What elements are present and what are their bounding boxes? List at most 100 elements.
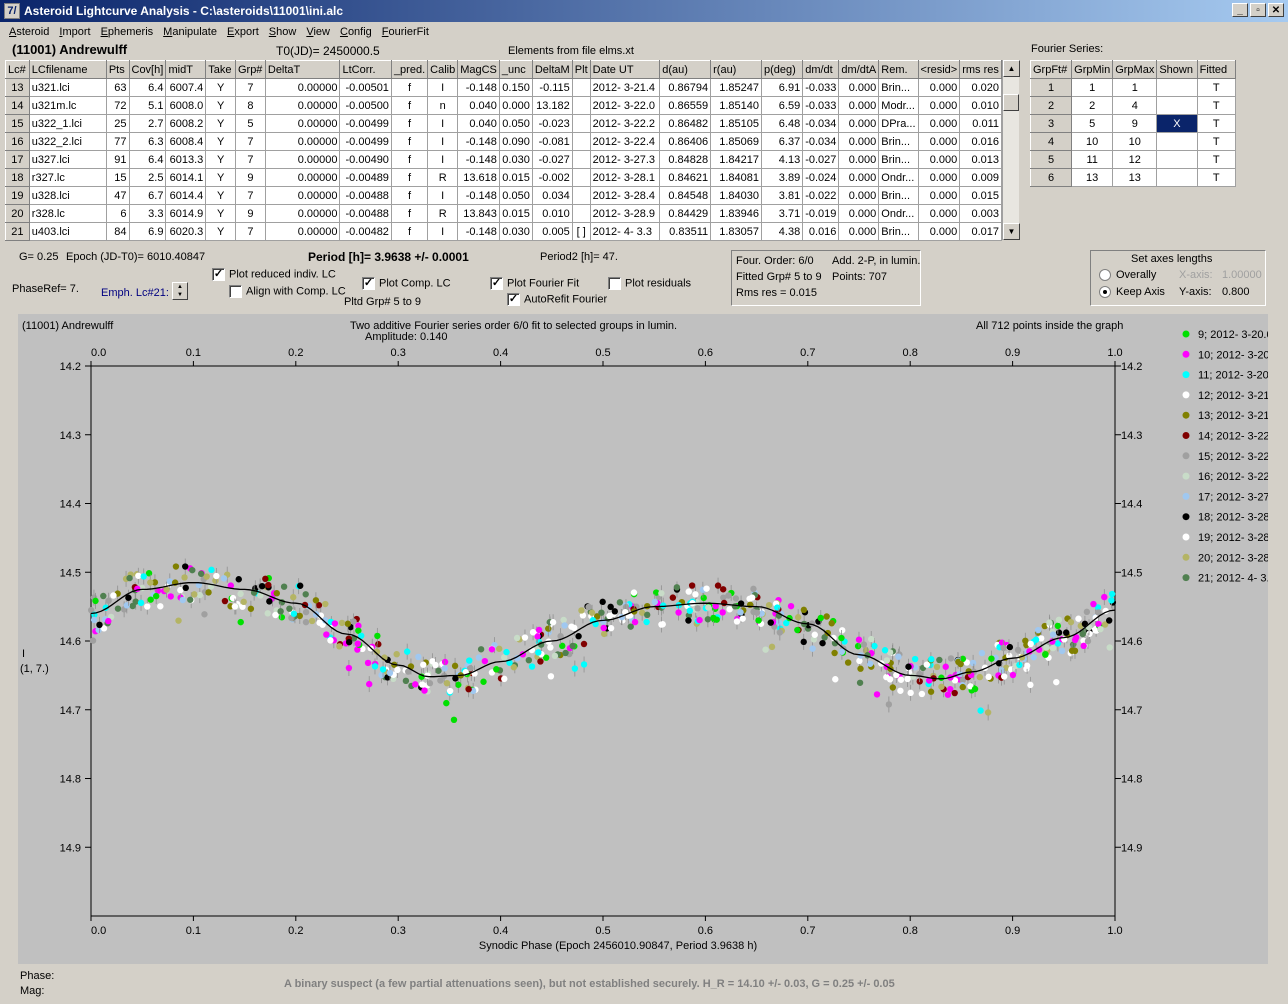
fourier-row[interactable]: 6 13 13 T: [1029, 168, 1237, 187]
maximize-button[interactable]: ▫: [1250, 3, 1266, 17]
fourier-cell[interactable]: 1: [1029, 78, 1073, 97]
fourier-cell[interactable]: T: [1196, 132, 1237, 151]
table-cell[interactable]: 1.85105: [710, 114, 763, 133]
table-cell[interactable]: I: [427, 186, 459, 205]
menu-asteroid[interactable]: Asteroid: [9, 26, 50, 38]
fourier-cell[interactable]: X: [1156, 114, 1198, 133]
table-cell[interactable]: 0.00000: [264, 204, 341, 223]
table-cell[interactable]: 0.011: [959, 114, 1002, 133]
column-header[interactable]: midT: [165, 60, 207, 79]
table-cell[interactable]: 0.00000: [264, 96, 341, 115]
table-cell[interactable]: -0.002: [531, 168, 573, 187]
table-cell[interactable]: 5: [234, 114, 266, 133]
table-cell[interactable]: Brin...: [878, 132, 919, 151]
table-cell[interactable]: 0.00000: [264, 114, 341, 133]
table-cell[interactable]: 0.015: [498, 204, 533, 223]
table-cell[interactable]: r327.lc: [28, 168, 107, 187]
table-cell[interactable]: f: [390, 132, 429, 151]
table-cell[interactable]: 2012- 3-22.0: [589, 96, 661, 115]
table-cell[interactable]: 0.000: [838, 186, 880, 205]
plot-comp-checkbox[interactable]: ✓ Plot Comp. LC: [362, 277, 451, 290]
table-cell[interactable]: 4.13: [761, 150, 804, 169]
column-header[interactable]: MagCS: [457, 60, 500, 79]
column-header[interactable]: _pred.: [390, 60, 429, 79]
table-cell[interactable]: 0.86482: [659, 114, 712, 133]
table-cell[interactable]: f: [390, 204, 429, 223]
plot-residuals-checkbox[interactable]: Plot residuals: [608, 277, 691, 290]
table-cell[interactable]: 0.015: [498, 168, 533, 187]
table-cell[interactable]: [571, 204, 591, 223]
table-cell[interactable]: Brin...: [878, 78, 919, 97]
table-cell[interactable]: 0.84621: [659, 168, 712, 187]
table-cell[interactable]: [ ]: [571, 222, 591, 241]
table-cell[interactable]: 3.3: [128, 204, 167, 223]
table-cell[interactable]: 6013.3: [165, 150, 207, 169]
fourier-cell[interactable]: [1156, 96, 1198, 115]
table-cell[interactable]: 2012- 3-22.4: [589, 132, 661, 151]
table-cell[interactable]: -0.024: [802, 168, 840, 187]
table-cell[interactable]: 6008.0: [165, 96, 207, 115]
table-row[interactable]: 16 u322_2.lci 77 6.3 6008.4 Y 7 0.00000 -0.00499…: [5, 132, 1002, 151]
table-cell[interactable]: 0.000: [498, 96, 533, 115]
table-cell[interactable]: 2012- 3-27.3: [589, 150, 661, 169]
table-cell[interactable]: f: [390, 150, 429, 169]
table-cell[interactable]: 0.00000: [264, 132, 341, 151]
fourier-cell[interactable]: 3: [1029, 114, 1073, 133]
table-cell[interactable]: 0.000: [838, 222, 880, 241]
table-cell[interactable]: -0.00501: [339, 78, 392, 97]
table-cell[interactable]: -0.148: [457, 132, 500, 151]
table-cell[interactable]: -0.019: [802, 204, 840, 223]
column-header[interactable]: Plt: [571, 60, 591, 79]
column-header[interactable]: Grp#: [234, 60, 266, 79]
table-cell[interactable]: 6014.1: [165, 168, 207, 187]
yaxis-input[interactable]: 0.800: [1222, 286, 1250, 298]
table-cell[interactable]: 0.015: [959, 186, 1002, 205]
table-cell[interactable]: Y: [205, 168, 236, 187]
fourier-cell[interactable]: 10: [1071, 132, 1114, 151]
table-cell[interactable]: 0.000: [917, 222, 961, 241]
fourier-cell[interactable]: 1: [1112, 78, 1158, 97]
table-cell[interactable]: 0.000: [838, 78, 880, 97]
column-header[interactable]: Lc#: [5, 60, 30, 79]
table-cell[interactable]: Brin...: [878, 150, 919, 169]
fourier-column-header[interactable]: GrpMax: [1112, 60, 1158, 79]
table-cell[interactable]: 1.85069: [710, 132, 763, 151]
fourier-cell[interactable]: T: [1196, 114, 1237, 133]
table-cell[interactable]: 6.37: [761, 132, 804, 151]
table-cell[interactable]: f: [390, 78, 429, 97]
table-cell[interactable]: 0.010: [959, 96, 1002, 115]
table-cell[interactable]: 6.4: [128, 78, 167, 97]
fourier-cell[interactable]: 5: [1029, 150, 1073, 169]
table-cell[interactable]: 0.000: [838, 96, 880, 115]
table-cell[interactable]: 0.00000: [264, 168, 341, 187]
table-cell[interactable]: 0.84548: [659, 186, 712, 205]
scroll-down-icon[interactable]: ▼: [1003, 223, 1020, 240]
table-cell[interactable]: 19: [5, 186, 30, 205]
table-cell[interactable]: Y: [205, 204, 236, 223]
column-header[interactable]: Calib: [427, 60, 459, 79]
table-cell[interactable]: -0.00500: [339, 96, 392, 115]
table-cell[interactable]: 13.843: [457, 204, 500, 223]
column-header[interactable]: d(au): [659, 60, 712, 79]
table-cell[interactable]: 6: [105, 204, 130, 223]
menu-manipulate[interactable]: Manipulate: [163, 26, 217, 38]
table-cell[interactable]: 0.000: [838, 204, 880, 223]
table-cell[interactable]: R: [427, 204, 459, 223]
table-cell[interactable]: -0.148: [457, 150, 500, 169]
table-cell[interactable]: 0.000: [917, 96, 961, 115]
table-cell[interactable]: [571, 114, 591, 133]
table-cell[interactable]: 6008.2: [165, 114, 207, 133]
table-cell[interactable]: u327.lci: [28, 150, 107, 169]
fourier-cell[interactable]: 10: [1112, 132, 1158, 151]
table-cell[interactable]: Y: [205, 150, 236, 169]
table-cell[interactable]: 0.86559: [659, 96, 712, 115]
table-cell[interactable]: 1.84217: [710, 150, 763, 169]
table-cell[interactable]: -0.022: [802, 186, 840, 205]
table-cell[interactable]: I: [427, 114, 459, 133]
fourier-cell[interactable]: 4: [1029, 132, 1073, 151]
table-cell[interactable]: 0.003: [959, 204, 1002, 223]
table-cell[interactable]: 8: [234, 96, 266, 115]
table-row[interactable]: 17 u327.lci 91 6.4 6013.3 Y 7 0.00000 -0.00490 f I…: [5, 150, 1002, 169]
table-cell[interactable]: Ondr...: [878, 168, 919, 187]
